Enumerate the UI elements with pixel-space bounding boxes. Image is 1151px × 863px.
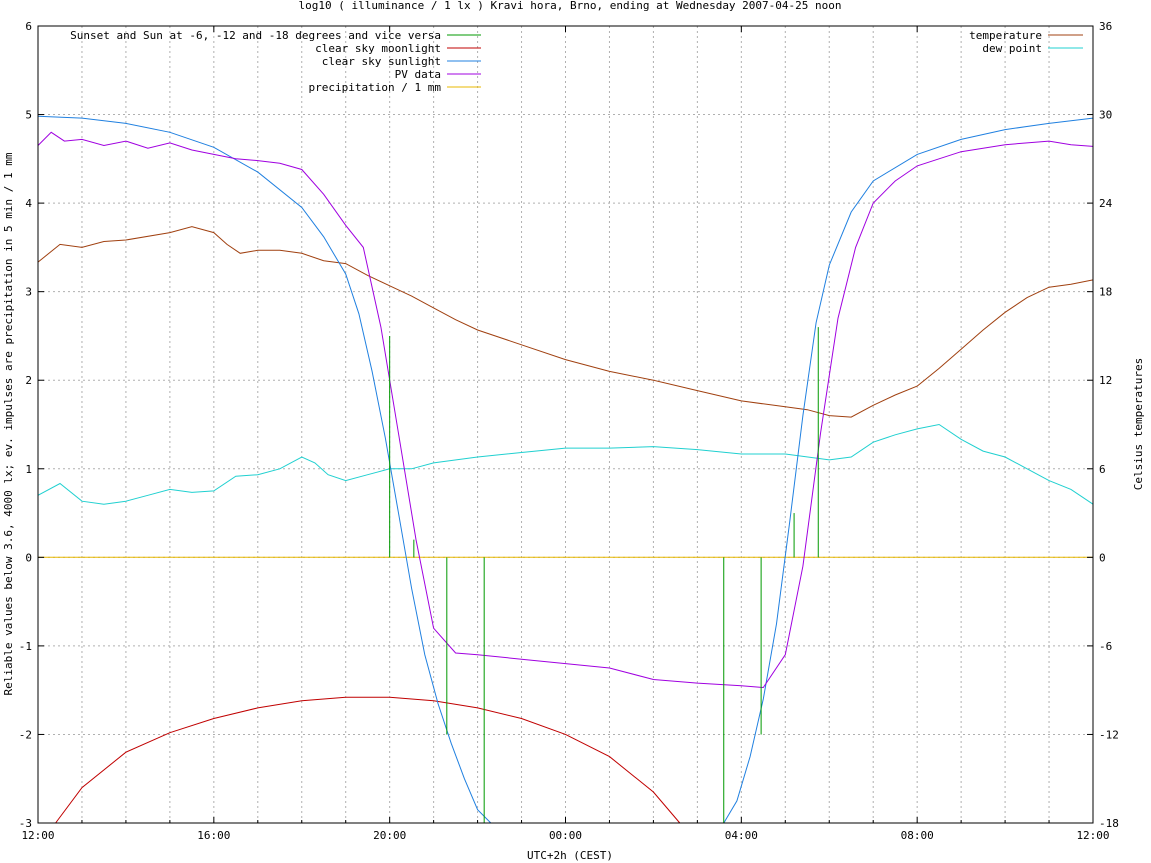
series-temperature: [37, 226, 1094, 418]
y-axis-label: Reliable values below 3.6, 4000 lx; ev. …: [2, 152, 15, 695]
y-tick-label: 5: [25, 109, 32, 122]
y2-tick-label: 18: [1099, 286, 1112, 299]
series-layer: [37, 115, 1094, 824]
y-tick-label: 0: [25, 551, 32, 564]
legend-label: dew point: [982, 42, 1042, 55]
x-tick-label: 04:00: [725, 829, 758, 842]
y-tick-label: 1: [25, 463, 32, 476]
y-tick-label: 6: [25, 20, 32, 33]
x-tick-label: 12:00: [1076, 829, 1109, 842]
y-tick-label: -3: [19, 817, 32, 830]
series-dew-point: [37, 423, 1094, 505]
series-clear-sky-moonlight: [55, 696, 681, 824]
ticks: 12:00 16:00 20:00 00:00 04:00 08:00 12:00-3-2-…: [19, 20, 1119, 842]
legend-label: clear sky sunlight: [322, 55, 441, 68]
legend-label: precipitation / 1 mm: [309, 81, 442, 94]
y2-tick-label: 30: [1099, 109, 1112, 122]
x-axis-label: UTC+2h (CEST): [527, 849, 613, 862]
y2-tick-label: 24: [1099, 197, 1113, 210]
y2-tick-label: -6: [1099, 640, 1112, 653]
y-tick-label: 4: [25, 197, 32, 210]
y2-tick-label: 6: [1099, 463, 1106, 476]
legend: Sunset and Sun at -6, -12 and -18 degree…: [70, 29, 1083, 94]
legend-label: clear sky moonlight: [315, 42, 441, 55]
y2-tick-label: -18: [1099, 817, 1119, 830]
y2-tick-label: -12: [1099, 728, 1119, 741]
x-tick-label: 08:00: [901, 829, 934, 842]
chart-title: log10 ( illuminance / 1 lx ) Kravi hora,…: [298, 0, 841, 12]
y2-tick-label: 36: [1099, 20, 1112, 33]
y2-tick-label: 12: [1099, 374, 1112, 387]
y-tick-label: 3: [25, 286, 32, 299]
x-tick-label: 00:00: [549, 829, 582, 842]
legend-label: Sunset and Sun at -6, -12 and -18 degree…: [70, 29, 441, 42]
plot-frame: [37, 25, 1094, 824]
legend-label: PV data: [395, 68, 441, 81]
series-pv-data: [37, 131, 1094, 689]
legend-label: temperature: [969, 29, 1042, 42]
x-tick-label: 20:00: [373, 829, 406, 842]
x-tick-label: 12:00: [21, 829, 54, 842]
y2-axis-label: Celsius temperatures: [1132, 358, 1145, 490]
series-clear-sky-sunlight: [37, 115, 1094, 824]
x-tick-label: 16:00: [197, 829, 230, 842]
y2-tick-label: 0: [1099, 551, 1106, 564]
y-tick-label: -2: [19, 728, 32, 741]
y-tick-label: -1: [19, 640, 32, 653]
grid: [38, 26, 1093, 823]
y-tick-label: 2: [25, 374, 32, 387]
